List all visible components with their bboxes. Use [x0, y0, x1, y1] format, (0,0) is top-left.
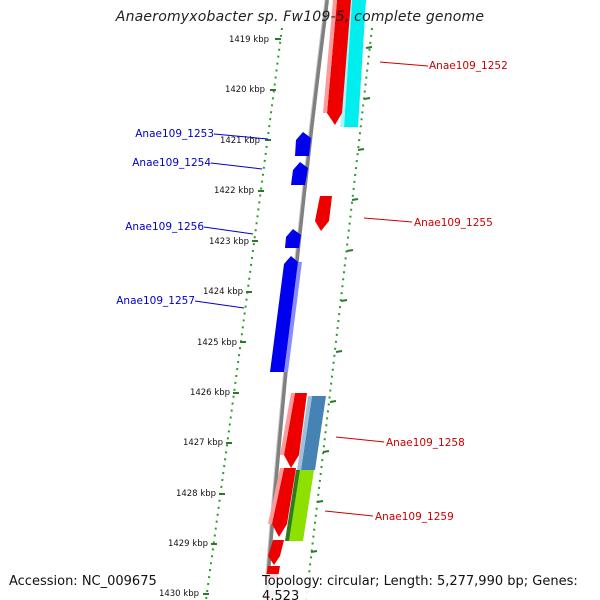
leader-line-anae109-1259 [324, 510, 374, 517]
gene-arrow-anae109-1258[interactable] [284, 393, 307, 468]
gene-label-anae109-1256[interactable]: Anae109_1256 [125, 221, 204, 233]
tick-labels: 1419 kbp 1420 kbp 1421 kbp 1422 kbp 1423… [159, 35, 269, 599]
leader-line-anae109-1256 [203, 226, 254, 235]
leader-line-anae109-1255 [363, 217, 413, 223]
left-tick-marks [203, 38, 281, 595]
gene-label-anae109-1258[interactable]: Anae109_1258 [386, 437, 465, 449]
right-tick-mark [340, 299, 348, 302]
gene-arrow-anae109-1258-shade [280, 393, 295, 455]
right-tick-mark [310, 550, 318, 553]
steelblue-feature-bar-shade [297, 396, 312, 470]
red-feature-arrow[interactable] [268, 540, 284, 565]
gene-labels: Anae109_1252 Anae109_1255 Anae109_1258 A… [116, 60, 508, 523]
green-feature-bar[interactable] [289, 470, 314, 541]
forward-features [263, 0, 351, 600]
tick-label: 1420 kbp [225, 85, 265, 95]
leader-line-anae109-1254 [210, 162, 263, 170]
gene-arrow-anae109-1257-shade [284, 262, 302, 372]
gene-label-anae109-1253[interactable]: Anae109_1253 [135, 128, 214, 140]
tick-label: 1422 kbp [214, 186, 254, 196]
gene-arrow-anae109-1259-shade [268, 468, 284, 524]
gene-label-anae109-1257[interactable]: Anae109_1257 [116, 295, 195, 307]
tick-label: 1424 kbp [203, 287, 243, 297]
tick-label: 1427 kbp [183, 438, 223, 448]
tick-label: 1421 kbp [220, 136, 260, 146]
gene-arrow-anae109-1257[interactable] [270, 256, 298, 372]
gene-arrow-anae109-1255[interactable] [315, 196, 332, 231]
steelblue-feature-bar[interactable] [301, 396, 326, 470]
reverse-features [270, 132, 311, 372]
inner-dotted-arc [205, 27, 283, 600]
tick-label: 1419 kbp [229, 35, 269, 45]
right-tick-mark [351, 198, 359, 201]
gene-arrow-anae109-1253[interactable] [295, 132, 311, 156]
gene-arrow-anae109-1252-shade [323, 0, 337, 113]
leader-line-anae109-1252 [379, 61, 429, 67]
tick-label: 1428 kbp [176, 489, 216, 499]
right-tick-mark [329, 400, 337, 403]
gene-arrow-anae109-1259[interactable] [272, 468, 296, 537]
tick-label: 1425 kbp [197, 338, 237, 348]
gene-arrow-anae109-1256[interactable] [285, 229, 301, 248]
genome-stats-label: Topology: circular; Length: 5,277,990 bp… [260, 574, 600, 600]
gene-arrow-anae109-1252[interactable] [327, 0, 351, 125]
right-tick-mark [363, 97, 371, 100]
leader-line-anae109-1258 [335, 436, 385, 443]
right-tick-mark [346, 249, 354, 252]
gene-label-anae109-1252[interactable]: Anae109_1252 [429, 60, 508, 72]
map-title: Anaeromyxobacter sp. Fw109-5, complete g… [115, 9, 485, 25]
right-tick-marks [310, 46, 373, 553]
accession-label: Accession: NC_009675 [7, 574, 159, 589]
gene-label-anae109-1254[interactable]: Anae109_1254 [132, 157, 211, 169]
right-tick-mark [316, 500, 324, 503]
right-tick-mark [357, 148, 365, 151]
gene-label-anae109-1259[interactable]: Anae109_1259 [375, 511, 454, 523]
gene-label-anae109-1255[interactable]: Anae109_1255 [414, 217, 493, 229]
tick-label: 1423 kbp [209, 237, 249, 247]
tick-label: 1430 kbp [159, 589, 199, 599]
green-feature-bar-dark [285, 470, 300, 541]
leader-line-anae109-1253 [213, 133, 269, 140]
tick-label: 1429 kbp [168, 539, 208, 549]
tick-label: 1426 kbp [190, 388, 230, 398]
right-tick-mark [322, 450, 330, 453]
label-leader-lines [194, 61, 429, 517]
gene-arrow-anae109-1254[interactable] [291, 162, 308, 185]
outer-dotted-arc [305, 27, 373, 600]
right-tick-mark [335, 350, 343, 353]
leader-line-anae109-1257 [194, 300, 245, 309]
right-tick-mark [365, 46, 373, 49]
cyan-feature-bar[interactable] [344, 0, 366, 127]
